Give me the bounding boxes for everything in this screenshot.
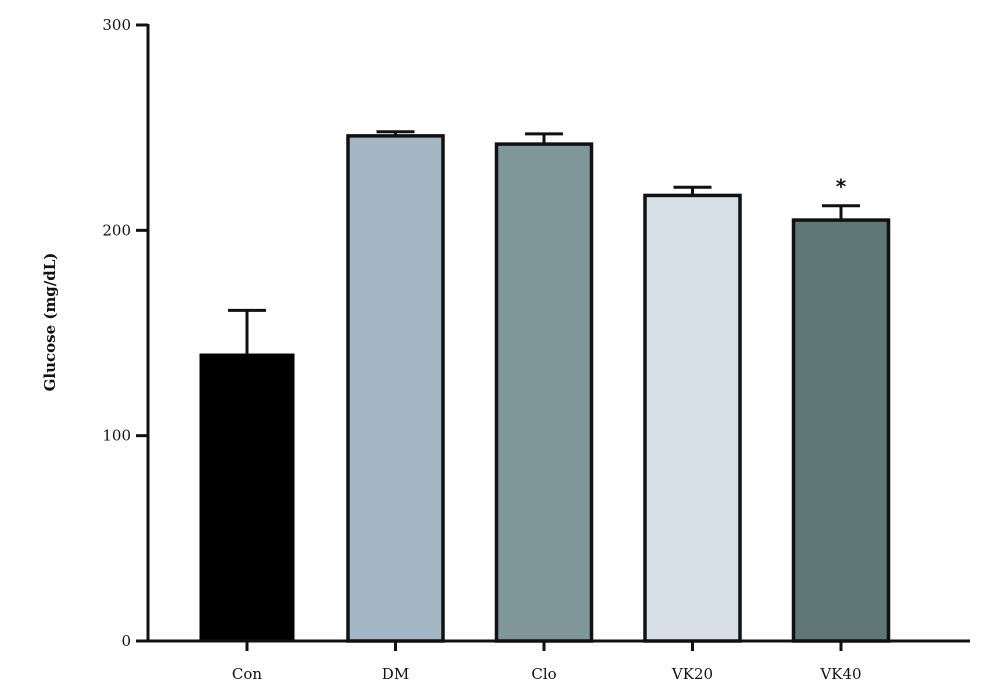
y-tick-label: 100: [102, 427, 131, 445]
x-tick-label: Con: [232, 665, 263, 683]
y-tick-label: 0: [121, 632, 131, 650]
y-tick-label: 300: [102, 16, 131, 34]
x-tick-label: VK20: [671, 665, 713, 683]
bar-dm: [346, 134, 445, 643]
y-tick-label: 200: [102, 221, 131, 239]
significance-marker: *: [836, 175, 847, 199]
x-tick-label: VK40: [819, 665, 861, 683]
bar-con: [199, 353, 295, 641]
bar-clo: [494, 142, 594, 643]
y-axis: 0 100 200 300: [102, 16, 150, 650]
bar-vk40: [791, 218, 891, 643]
x-tick-label: DM: [382, 665, 409, 683]
y-axis-title: Glucose (mg/dL): [41, 253, 59, 392]
bar-vk20: [643, 193, 742, 643]
x-axis: Con DM Clo VK20 VK40: [146, 639, 970, 683]
bars: *: [199, 130, 891, 643]
x-tick-label: Clo: [531, 665, 556, 683]
